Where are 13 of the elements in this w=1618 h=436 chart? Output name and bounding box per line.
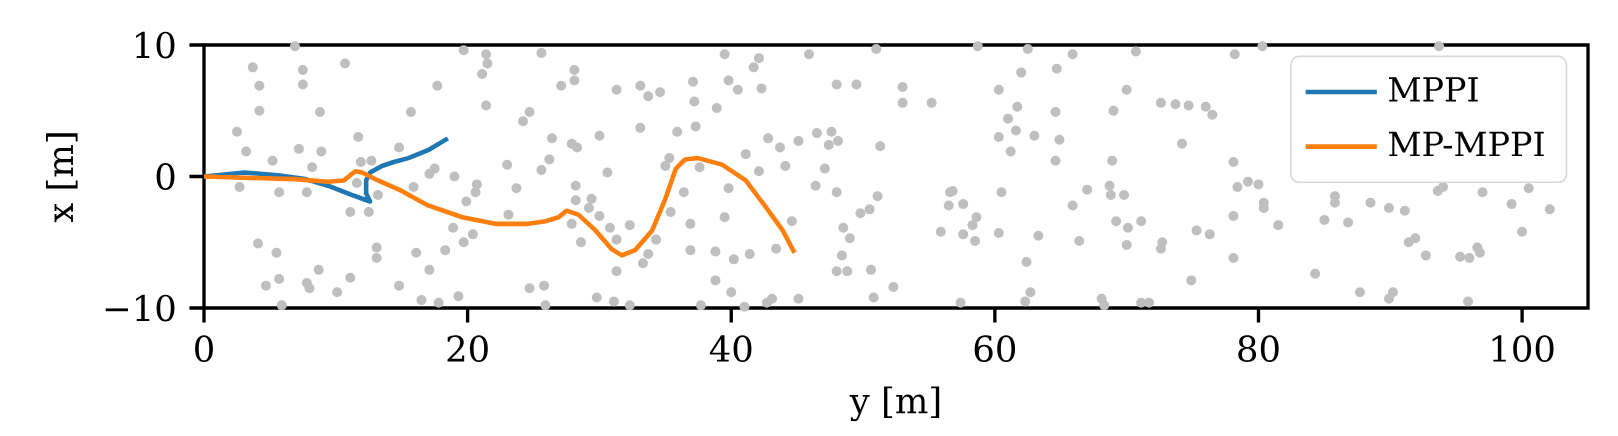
y-tick-label: −10 xyxy=(105,294,175,322)
y-tick-label: 0 xyxy=(156,163,175,190)
x-tick-label: 60 xyxy=(974,335,1016,363)
y-axis-title: x [m] xyxy=(46,133,78,223)
y-tick-label: 10 xyxy=(136,31,175,59)
legend-label: MPPI xyxy=(1389,77,1478,102)
x-tick-label: 40 xyxy=(709,335,752,363)
x-tick-label: 20 xyxy=(447,335,488,363)
x-tick-label: 100 xyxy=(1492,335,1554,363)
x-axis-title: y [m] xyxy=(849,386,940,422)
legend-label: MP-MPPI xyxy=(1389,131,1544,157)
x-tick-label: 0 xyxy=(195,335,213,363)
x-tick-label: 80 xyxy=(1238,335,1279,363)
